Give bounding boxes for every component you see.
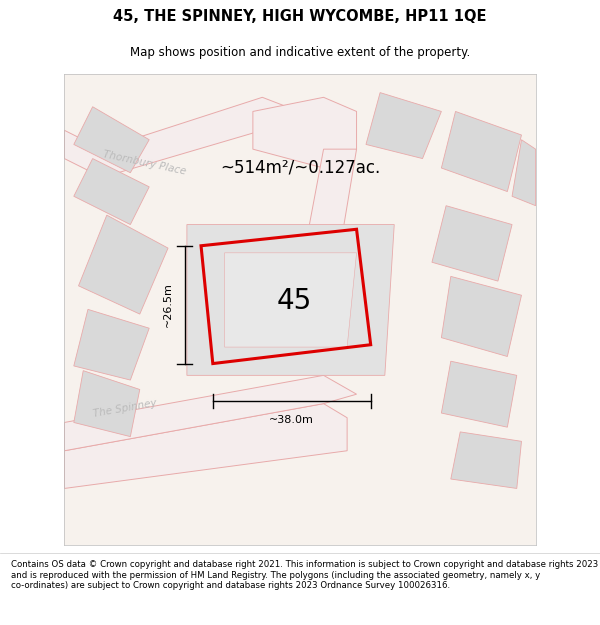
Text: ~38.0m: ~38.0m bbox=[269, 416, 314, 426]
Polygon shape bbox=[253, 98, 356, 168]
Text: Thornbury Place: Thornbury Place bbox=[102, 149, 187, 177]
Polygon shape bbox=[74, 371, 140, 437]
Polygon shape bbox=[64, 376, 356, 451]
Polygon shape bbox=[64, 404, 347, 489]
Text: 45: 45 bbox=[277, 286, 313, 314]
Text: 45, THE SPINNEY, HIGH WYCOMBE, HP11 1QE: 45, THE SPINNEY, HIGH WYCOMBE, HP11 1QE bbox=[113, 9, 487, 24]
Polygon shape bbox=[300, 149, 356, 262]
Polygon shape bbox=[74, 107, 149, 172]
Polygon shape bbox=[432, 206, 512, 281]
Polygon shape bbox=[366, 92, 442, 159]
Polygon shape bbox=[451, 432, 521, 489]
Text: ~514m²/~0.127ac.: ~514m²/~0.127ac. bbox=[220, 159, 380, 177]
Polygon shape bbox=[74, 159, 149, 224]
Polygon shape bbox=[79, 215, 168, 314]
Polygon shape bbox=[64, 98, 323, 178]
Polygon shape bbox=[442, 276, 521, 356]
Polygon shape bbox=[224, 253, 356, 347]
Polygon shape bbox=[442, 111, 521, 191]
Polygon shape bbox=[74, 309, 149, 380]
Text: ~26.5m: ~26.5m bbox=[163, 282, 173, 327]
Polygon shape bbox=[187, 224, 394, 376]
Text: Map shows position and indicative extent of the property.: Map shows position and indicative extent… bbox=[130, 46, 470, 59]
Text: The Spinney: The Spinney bbox=[92, 398, 158, 419]
Text: Contains OS data © Crown copyright and database right 2021. This information is : Contains OS data © Crown copyright and d… bbox=[11, 560, 598, 590]
Polygon shape bbox=[442, 361, 517, 428]
Polygon shape bbox=[512, 140, 536, 206]
